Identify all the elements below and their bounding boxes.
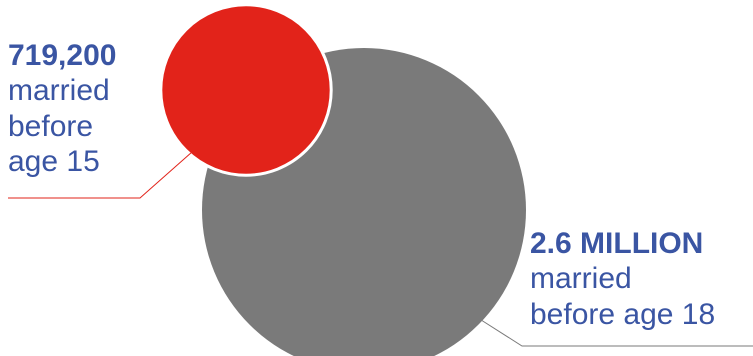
under-18-desc-line-1: married xyxy=(530,262,632,296)
under-15-desc-line-2: before xyxy=(8,109,94,143)
under-15-desc-line-3: age 15 xyxy=(8,145,100,179)
under-15-value: 719,200 xyxy=(8,39,117,72)
under-18-label: 2.6 MILLION married before age 18 xyxy=(530,226,750,332)
under-15-label: 719,200 married before age 15 xyxy=(8,38,158,180)
under-18-desc-line-2: before age 18 xyxy=(530,297,716,331)
under-18-leader-line xyxy=(477,317,753,347)
bubble-under-15 xyxy=(159,3,333,177)
under-15-desc-line-1: married xyxy=(8,74,110,108)
under-15-leader-line xyxy=(8,151,193,199)
under-18-value: 2.6 MILLION xyxy=(530,227,704,260)
